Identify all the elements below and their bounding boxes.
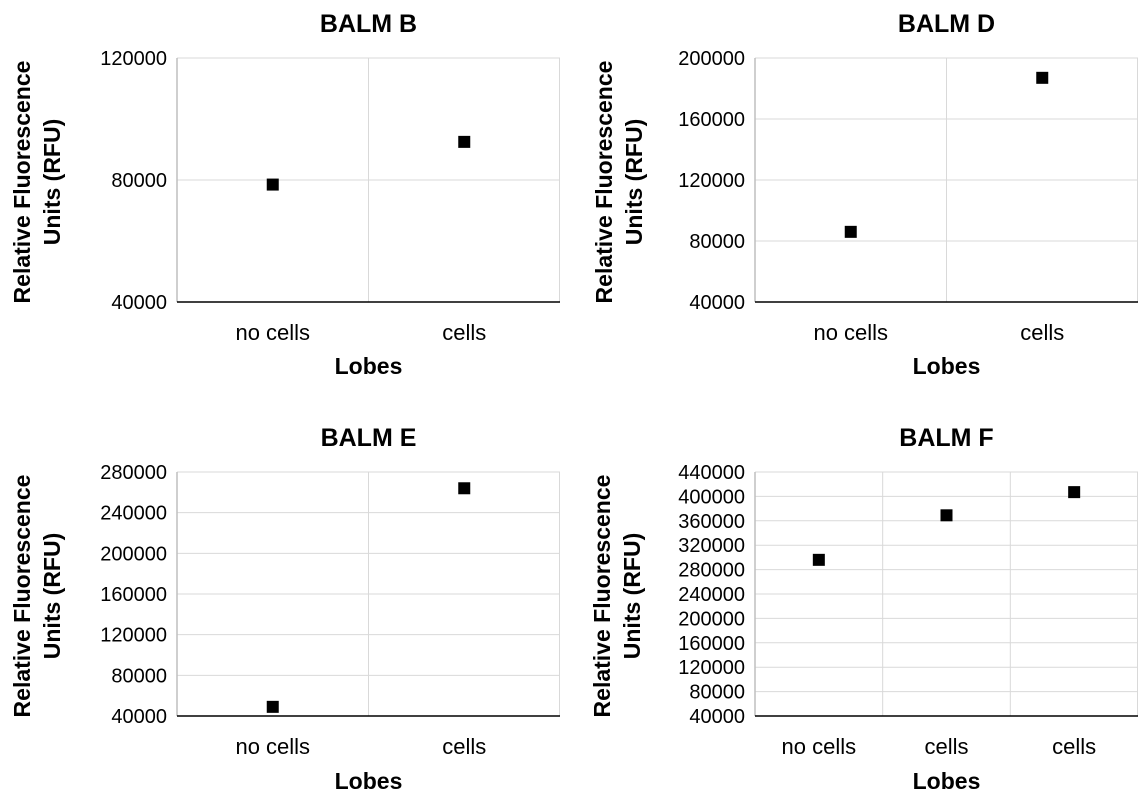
x-axis-title: Lobes [913,768,981,794]
y-axis-title-line: Relative Fluorescence [9,61,35,304]
chart-title: BALM D [898,10,995,38]
y-tick-label: 40000 [111,706,167,728]
chart-panel-1: 40000 80000 120000 160000 200000 no cells cell… [591,10,1138,379]
x-category-label: no cells [813,320,888,345]
y-axis-title-line: Relative Fluorescence [589,475,615,718]
chart-panel-2: 40000 80000 120000 160000 200000 240000 280000… [9,424,560,794]
y-axis-title-line: Relative Fluorescence [9,475,35,718]
data-point-marker [940,509,953,522]
data-point-marker [458,135,471,148]
data-point-marker [266,700,279,713]
x-category-label: cells [1020,320,1064,345]
data-point-marker [458,482,471,495]
y-axis-title-line: Units (RFU) [621,119,647,245]
x-category-label: no cells [782,734,857,759]
x-category-label: cells [442,320,486,345]
data-point-marker [844,225,857,238]
x-axis-title: Lobes [335,768,403,794]
y-tick-label: 360000 [678,511,745,533]
y-tick-label: 200000 [678,608,745,630]
y-tick-label: 320000 [678,535,745,557]
y-tick-label: 40000 [111,292,167,314]
x-axis-title: Lobes [913,353,981,379]
y-axis-title: Relative Fluorescence Units (RFU) [9,61,65,304]
y-axis-title-line: Units (RFU) [39,533,65,659]
y-tick-label: 80000 [689,231,745,253]
y-tick-label: 80000 [111,665,167,687]
y-tick-label: 200000 [678,48,745,70]
y-tick-label: 160000 [678,109,745,131]
y-tick-label: 280000 [678,560,745,582]
y-tick-label: 400000 [678,486,745,508]
y-axis-title: Relative Fluorescence Units (RFU) [9,475,65,718]
y-axis-title: Relative Fluorescence Units (RFU) [589,475,645,718]
y-axis-title: Relative Fluorescence Units (RFU) [591,61,647,304]
data-point-marker [812,553,825,566]
chart-title: BALM B [320,10,417,38]
y-tick-label: 160000 [678,633,745,655]
y-tick-label: 120000 [100,48,167,70]
y-axis-title-line: Units (RFU) [39,119,65,245]
y-axis-title-line: Relative Fluorescence [591,61,617,304]
y-tick-label: 120000 [678,170,745,192]
y-tick-label: 120000 [678,657,745,679]
x-category-label: no cells [235,320,310,345]
y-tick-label: 40000 [689,706,745,728]
x-category-label: cells [924,734,968,759]
y-tick-label: 280000 [100,462,167,484]
x-category-label: cells [442,734,486,759]
chart-panel-0: 40000 80000 120000 no cells cells BALM B Lobes… [9,10,560,379]
chart-title: BALM F [899,424,993,452]
data-point-marker [1036,71,1049,84]
data-point-marker [266,178,279,191]
x-category-label: cells [1052,734,1096,759]
y-tick-label: 80000 [111,170,167,192]
y-tick-label: 240000 [100,503,167,525]
y-tick-label: 440000 [678,462,745,484]
y-tick-label: 40000 [689,292,745,314]
y-tick-label: 240000 [678,584,745,606]
y-tick-label: 120000 [100,625,167,647]
data-point-marker [1068,486,1081,499]
y-axis-title-line: Units (RFU) [619,533,645,659]
x-category-label: no cells [235,734,310,759]
chart-title: BALM E [321,424,417,452]
y-tick-label: 200000 [100,543,167,565]
y-tick-label: 160000 [100,584,167,606]
y-tick-label: 80000 [689,682,745,704]
x-axis-title: Lobes [335,353,403,379]
